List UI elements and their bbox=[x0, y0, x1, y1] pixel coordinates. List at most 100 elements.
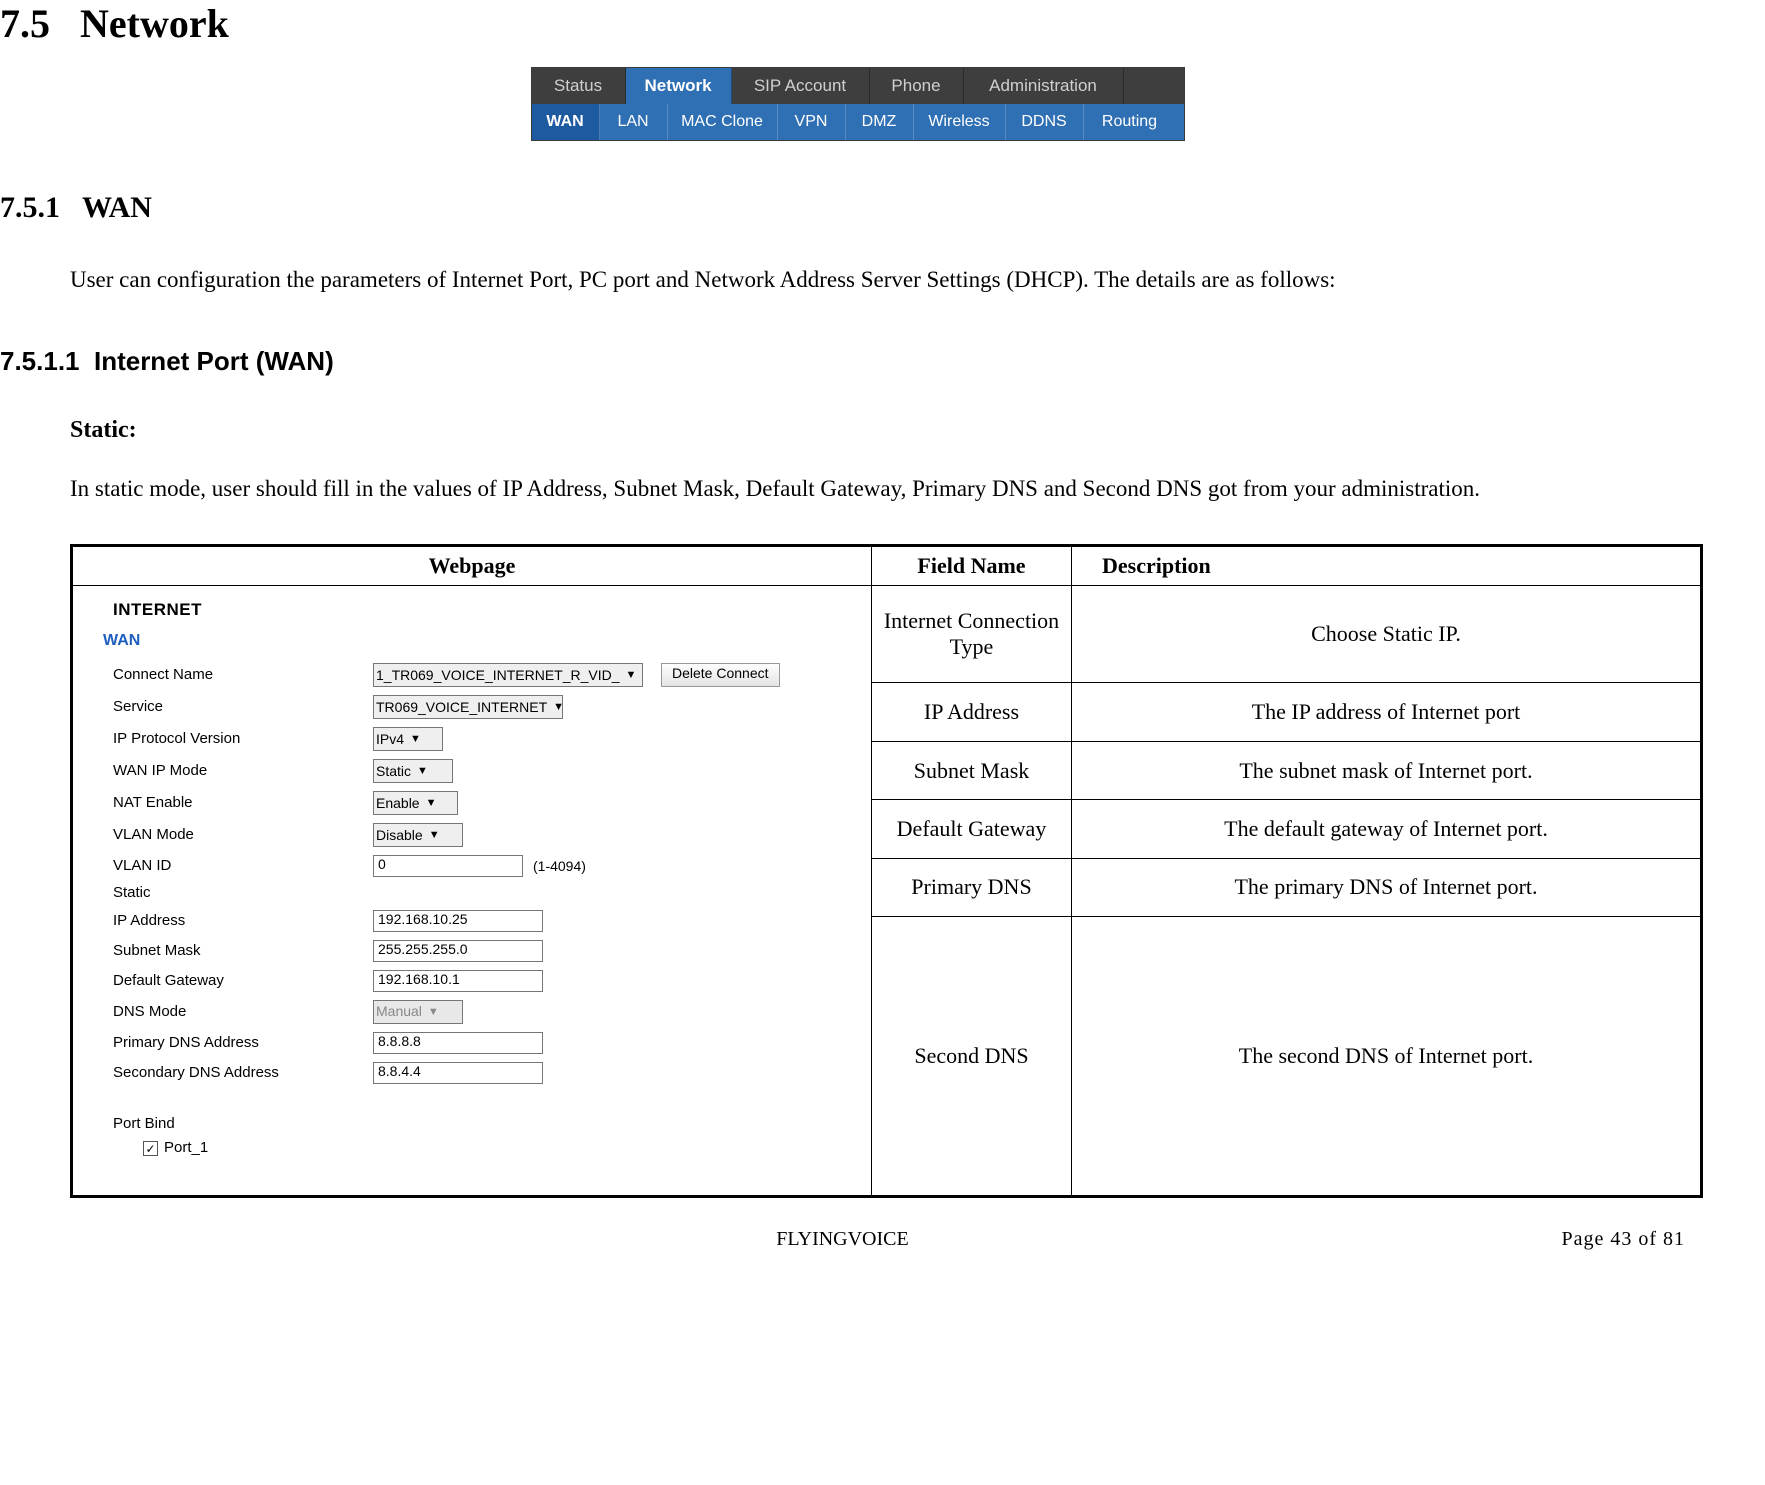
form-label: VLAN ID bbox=[113, 858, 373, 875]
input-primary-dns-address[interactable]: 8.8.8.8 bbox=[373, 1032, 543, 1054]
form-row: Default Gateway192.168.10.1 bbox=[113, 970, 861, 992]
footer-left bbox=[0, 1228, 300, 1251]
form-row: IP Protocol VersionIPv4▼ bbox=[113, 727, 861, 751]
main-tab-administration[interactable]: Administration bbox=[964, 68, 1124, 104]
chevron-down-icon: ▼ bbox=[429, 829, 440, 841]
form-label: VLAN Mode bbox=[113, 827, 373, 844]
form-label: IP Protocol Version bbox=[113, 731, 373, 748]
tabs-wrap: StatusNetworkSIP AccountPhoneAdministrat… bbox=[531, 67, 1185, 141]
select-ip-protocol-version[interactable]: IPv4▼ bbox=[373, 727, 443, 751]
select-dns-mode[interactable]: Manual▼ bbox=[373, 1000, 463, 1024]
page-footer: FLYINGVOICE Page 43 of 81 bbox=[0, 1228, 1715, 1251]
select-connect-name[interactable]: 1_TR069_VOICE_INTERNET_R_VID_▼ bbox=[373, 663, 643, 687]
sub-tab-vpn[interactable]: VPN bbox=[778, 104, 846, 140]
table-header-row: Webpage Field Name Description bbox=[72, 546, 1702, 586]
description-cell: The subnet mask of Internet port. bbox=[1072, 741, 1702, 799]
form-label: Subnet Mask bbox=[113, 943, 373, 960]
h3-title: Internet Port (WAN) bbox=[94, 346, 334, 376]
form-label: Secondary DNS Address bbox=[113, 1065, 373, 1082]
chevron-down-icon: ▼ bbox=[426, 797, 437, 809]
sub-tab-wireless[interactable]: Wireless bbox=[914, 104, 1006, 140]
form-label: Static bbox=[113, 885, 373, 902]
form-subsection-title: WAN bbox=[103, 632, 861, 650]
field-name-cell: Internet Connection Type bbox=[872, 586, 1072, 683]
checkbox-port-1[interactable]: ✓ bbox=[143, 1141, 158, 1156]
field-name-cell: IP Address bbox=[872, 683, 1072, 741]
main-tabs-row: StatusNetworkSIP AccountPhoneAdministrat… bbox=[532, 68, 1184, 104]
h1-title: Network bbox=[80, 1, 229, 46]
heading-7-5-1-1: 7.5.1.1 Internet Port (WAN) bbox=[0, 346, 1715, 377]
th-webpage: Webpage bbox=[72, 546, 872, 586]
input-ip-address[interactable]: 192.168.10.25 bbox=[373, 910, 543, 932]
form-row: VLAN ID0 (1-4094) bbox=[113, 855, 861, 877]
form-label: Default Gateway bbox=[113, 973, 373, 990]
form-row: Subnet Mask255.255.255.0 bbox=[113, 940, 861, 962]
chevron-down-icon: ▼ bbox=[626, 669, 637, 681]
form-label: DNS Mode bbox=[113, 1004, 373, 1021]
form-row: Connect Name1_TR069_VOICE_INTERNET_R_VID… bbox=[113, 663, 861, 687]
form-row: Secondary DNS Address8.8.4.4 bbox=[113, 1062, 861, 1084]
input-note: (1-4094) bbox=[533, 859, 586, 874]
webpage-cell: INTERNET WAN Connect Name1_TR069_VOICE_INT… bbox=[72, 586, 872, 1197]
main-tab-sip-account[interactable]: SIP Account bbox=[732, 68, 870, 104]
chevron-down-icon: ▼ bbox=[410, 733, 421, 745]
description-cell: The primary DNS of Internet port. bbox=[1072, 858, 1702, 916]
form-row: VLAN ModeDisable▼ bbox=[113, 823, 861, 847]
description-table: Webpage Field Name Description INTERNET W… bbox=[70, 544, 1703, 1198]
sub-tab-mac-clone[interactable]: MAC Clone bbox=[668, 104, 778, 140]
sub-tab-wan[interactable]: WAN bbox=[532, 104, 600, 140]
form-row: WAN IP ModeStatic▼ bbox=[113, 759, 861, 783]
th-field: Field Name bbox=[872, 546, 1072, 586]
sub-tabs-row: WANLANMAC CloneVPNDMZWirelessDDNSRouting bbox=[532, 104, 1184, 140]
tabs-figure: StatusNetworkSIP AccountPhoneAdministrat… bbox=[0, 67, 1715, 141]
table-row: INTERNETWANConnect Name1_TR069_VOICE_INT… bbox=[72, 586, 1702, 683]
static-label: Static: bbox=[70, 417, 1715, 444]
field-name-cell: Subnet Mask bbox=[872, 741, 1072, 799]
form-label: WAN IP Mode bbox=[113, 763, 373, 780]
input-subnet-mask[interactable]: 255.255.255.0 bbox=[373, 940, 543, 962]
input-default-gateway[interactable]: 192.168.10.1 bbox=[373, 970, 543, 992]
sub-tab-ddns[interactable]: DDNS bbox=[1006, 104, 1084, 140]
form-label: Primary DNS Address bbox=[113, 1035, 373, 1052]
heading-7-5: 7.5 Network bbox=[0, 0, 1715, 47]
static-paragraph: In static mode, user should fill in the … bbox=[70, 464, 1715, 515]
select-vlan-mode[interactable]: Disable▼ bbox=[373, 823, 463, 847]
main-tab-status[interactable]: Status bbox=[532, 68, 626, 104]
chevron-down-icon: ▼ bbox=[417, 765, 428, 777]
sub-tab-lan[interactable]: LAN bbox=[600, 104, 668, 140]
chevron-down-icon: ▼ bbox=[553, 701, 564, 713]
form-section-title: INTERNET bbox=[113, 601, 861, 620]
input-secondary-dns-address[interactable]: 8.8.4.4 bbox=[373, 1062, 543, 1084]
main-tab-spacer bbox=[1124, 68, 1184, 104]
button-delete-connect[interactable]: Delete Connect bbox=[661, 663, 780, 687]
select-nat-enable[interactable]: Enable▼ bbox=[373, 791, 458, 815]
sub-tab-dmz[interactable]: DMZ bbox=[846, 104, 914, 140]
form-row: DNS ModeManual▼ bbox=[113, 1000, 861, 1024]
port-bind-label: Port Bind bbox=[113, 1116, 373, 1133]
field-name-cell: Primary DNS bbox=[872, 858, 1072, 916]
sub-tab-routing[interactable]: Routing bbox=[1084, 104, 1176, 140]
form-label: Service bbox=[113, 699, 373, 716]
description-cell: The IP address of Internet port bbox=[1072, 683, 1702, 741]
form-row: Static bbox=[113, 885, 861, 902]
form-label: IP Address bbox=[113, 913, 373, 930]
field-name-cell: Second DNS bbox=[872, 916, 1072, 1196]
form-label: Connect Name bbox=[113, 667, 373, 684]
footer-right: Page 43 of 81 bbox=[1385, 1228, 1685, 1251]
form-row: IP Address192.168.10.25 bbox=[113, 910, 861, 932]
th-desc: Description bbox=[1072, 546, 1702, 586]
h2-num: 7.5.1 bbox=[0, 191, 60, 224]
port-bind-checkbox-row: ✓Port_1 bbox=[143, 1140, 861, 1157]
select-service[interactable]: TR069_VOICE_INTERNET▼ bbox=[373, 695, 563, 719]
form-row: Primary DNS Address8.8.8.8 bbox=[113, 1032, 861, 1054]
select-wan-ip-mode[interactable]: Static▼ bbox=[373, 759, 453, 783]
wan-config-screenshot: INTERNET WAN Connect Name1_TR069_VOICE_INT… bbox=[73, 586, 871, 1195]
main-tab-phone[interactable]: Phone bbox=[870, 68, 964, 104]
description-cell: The second DNS of Internet port. bbox=[1072, 916, 1702, 1196]
h2-title: WAN bbox=[82, 191, 152, 224]
h1-num: 7.5 bbox=[0, 1, 50, 46]
input-vlan-id[interactable]: 0 bbox=[373, 855, 523, 877]
form-row: NAT EnableEnable▼ bbox=[113, 791, 861, 815]
form-label: NAT Enable bbox=[113, 795, 373, 812]
main-tab-network[interactable]: Network bbox=[626, 68, 732, 104]
